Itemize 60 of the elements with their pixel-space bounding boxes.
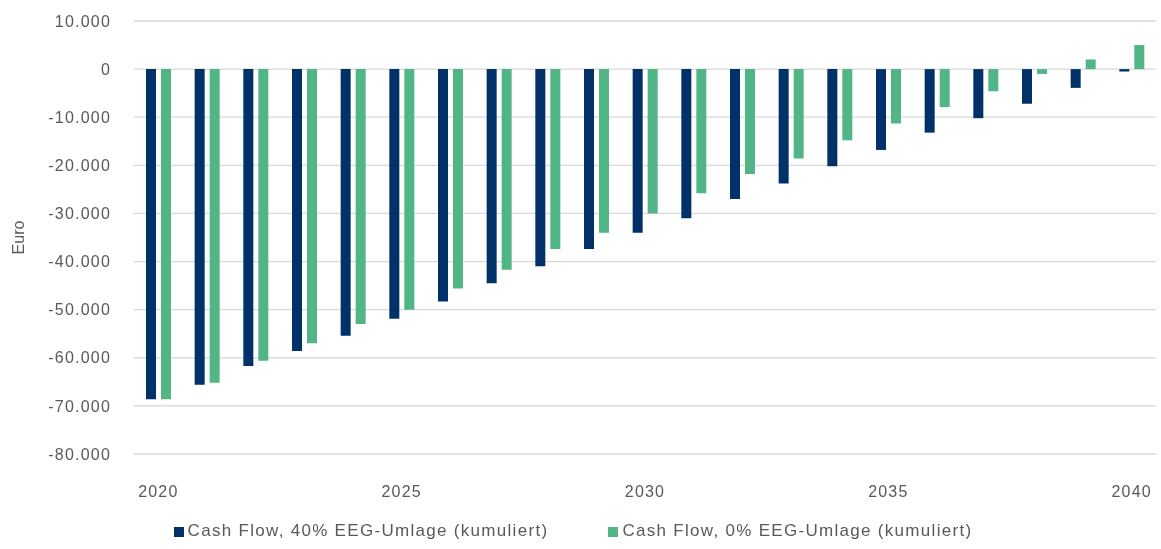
bar [550,69,561,250]
y-tick-label: 10.000 [54,12,111,30]
bar [632,69,643,233]
legend-label: Cash Flow, 40% EEG-Umlage (kumuliert) [187,521,549,540]
bar [355,69,366,325]
x-tick-label: 2020 [138,483,179,501]
bar [584,69,594,250]
bar [876,69,886,150]
bar [1037,69,1047,74]
y-tick-label: -60.000 [48,349,111,367]
bar [730,69,740,200]
bar [681,69,692,219]
bar [793,69,804,159]
bar [842,69,853,141]
bar [453,69,463,289]
bar [1022,69,1032,104]
bar [146,69,156,400]
legend-label: Cash Flow, 0% EEG-Umlage (kumuliert) [622,521,973,540]
bar [924,69,935,133]
bar [438,69,448,302]
bar [1070,69,1081,88]
y-tick-label: 0 [100,60,111,78]
bar [599,69,609,233]
x-tick-label: 2025 [381,483,422,501]
y-tick-label: -40.000 [48,253,111,271]
bar [243,69,254,366]
y-tick-label: -80.000 [48,445,111,463]
bar [258,69,269,361]
x-tick-label: 2030 [624,483,666,501]
y-tick-label: -50.000 [48,301,111,319]
x-tick-label: 2040 [1111,483,1152,501]
bar [194,69,205,385]
bar [1134,45,1145,70]
y-tick-label: -70.000 [48,397,111,415]
bar [307,69,317,344]
bar [292,69,302,352]
bar [827,69,838,167]
bar [696,69,707,194]
bar [486,69,497,284]
bar [939,69,950,108]
bar [161,69,171,400]
bar [501,69,512,270]
bar [988,69,999,92]
y-tick-label: -20.000 [48,157,111,175]
bar [404,69,415,310]
bar [647,69,658,214]
x-tick-label: 2035 [868,483,909,501]
bar [973,69,984,119]
bar [340,69,351,336]
bar [209,69,220,383]
bar [1085,59,1096,70]
bar [389,69,400,319]
y-tick-label: -10.000 [48,108,111,126]
bar [778,69,789,184]
bar [745,69,755,174]
y-tick-label: -30.000 [48,205,111,223]
y-axis-title: Euro [9,220,27,255]
bar [535,69,546,267]
bar [891,69,901,124]
bar [1119,69,1130,72]
